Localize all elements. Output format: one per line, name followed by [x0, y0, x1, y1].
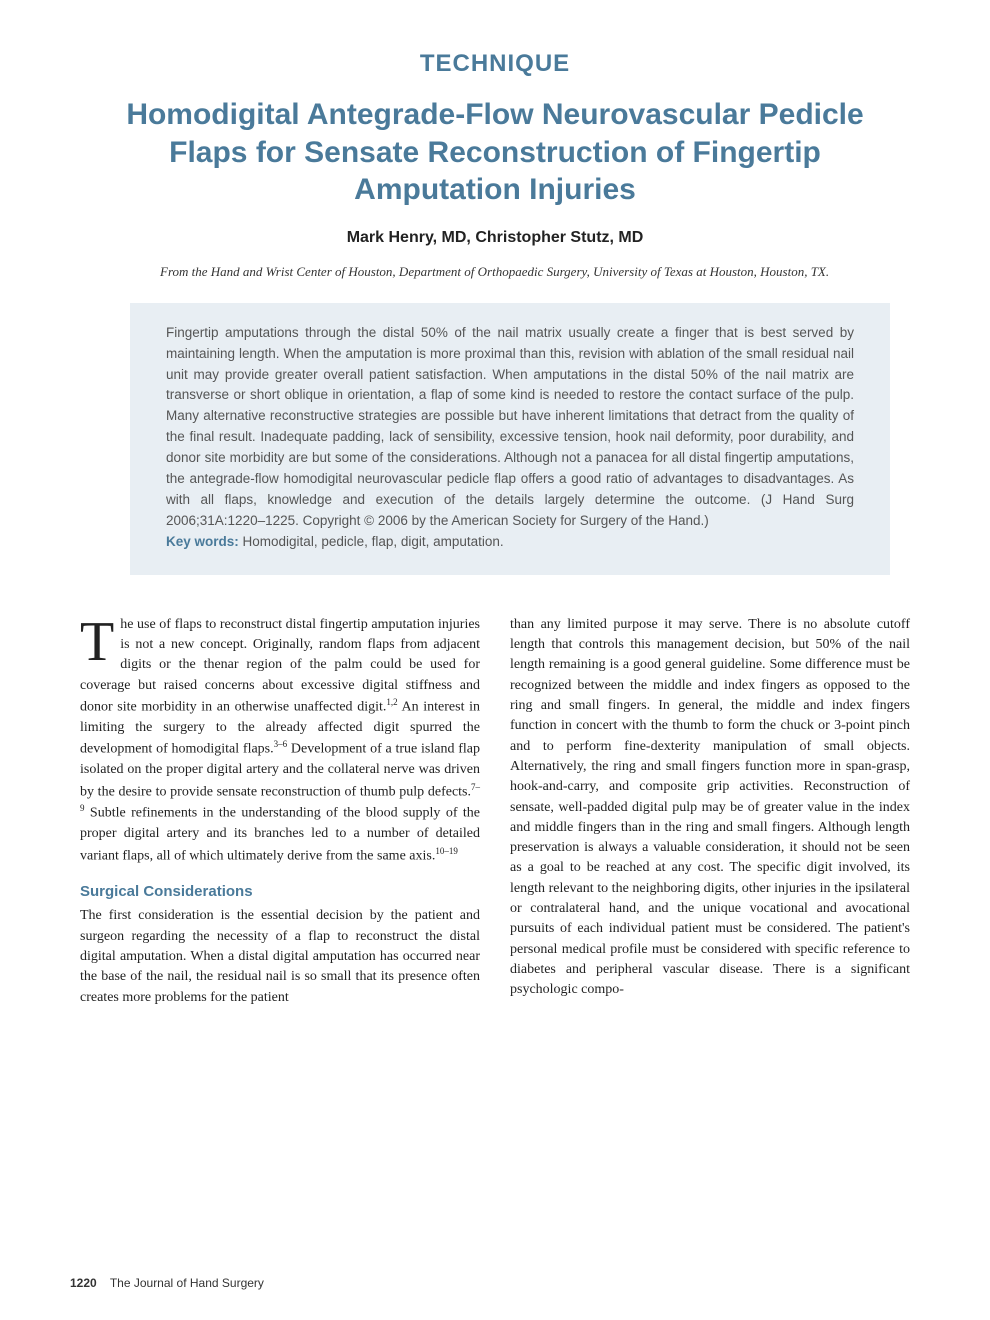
- ref-2: 3–6: [274, 739, 288, 749]
- affiliation: From the Hand and Wrist Center of Housto…: [160, 263, 860, 281]
- abstract-text: Fingertip amputations through the distal…: [166, 325, 854, 528]
- ref-1: 1,2: [386, 697, 397, 707]
- page-footer: 1220 The Journal of Hand Surgery: [70, 1276, 264, 1290]
- page-number: 1220: [70, 1276, 97, 1290]
- subheading-surgical: Surgical Considerations: [80, 881, 480, 903]
- section-label: TECHNIQUE: [70, 50, 920, 78]
- keywords: Homodigital, pedicle, flap, digit, amput…: [239, 534, 504, 549]
- article-title: Homodigital Antegrade-Flow Neurovascular…: [100, 96, 890, 209]
- body-paragraph-1: The use of flaps to reconstruct distal f…: [80, 615, 480, 867]
- authors: Mark Henry, MD, Christopher Stutz, MD: [70, 229, 920, 247]
- body-columns: The use of flaps to reconstruct distal f…: [80, 615, 910, 1008]
- p1-d: Subtle refinements in the understanding …: [80, 806, 480, 863]
- body-paragraph-3: than any limited purpose it may serve. T…: [510, 615, 910, 1001]
- column-right: than any limited purpose it may serve. T…: [510, 615, 910, 1008]
- dropcap: T: [80, 615, 120, 667]
- column-left: The use of flaps to reconstruct distal f…: [80, 615, 480, 1008]
- body-paragraph-2: The first consideration is the essential…: [80, 906, 480, 1007]
- ref-4: 10–19: [435, 846, 458, 856]
- abstract-box: Fingertip amputations through the distal…: [130, 303, 890, 575]
- keywords-label: Key words:: [166, 534, 239, 549]
- journal-name: The Journal of Hand Surgery: [110, 1276, 264, 1290]
